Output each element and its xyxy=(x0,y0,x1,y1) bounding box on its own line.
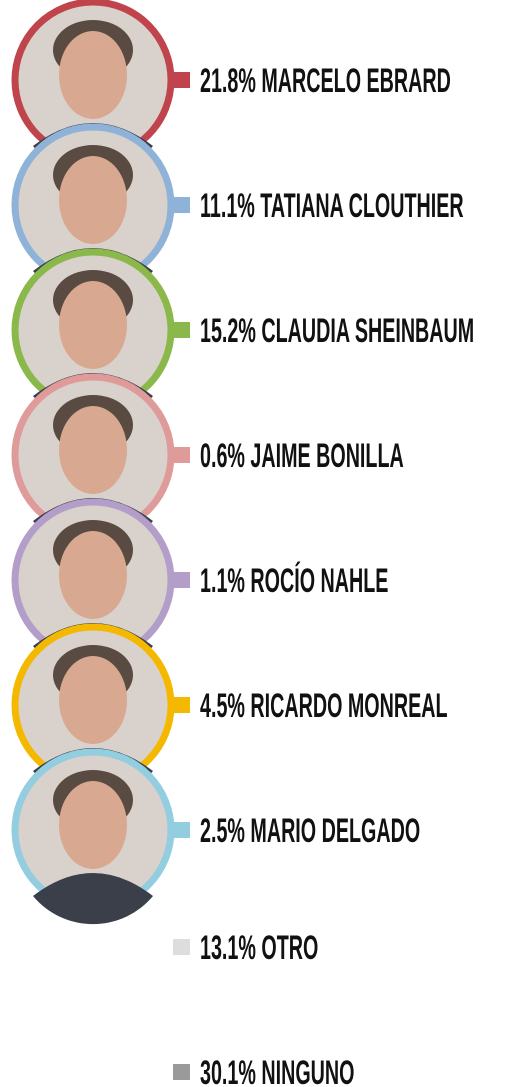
portrait xyxy=(11,123,175,300)
connector xyxy=(172,72,190,88)
label-text: 21.8% MARCELO EBRARD xyxy=(200,61,451,99)
connector xyxy=(172,697,190,713)
label-text: 13.1% OTRO xyxy=(200,928,318,966)
candidate-name: OTRO xyxy=(256,928,318,966)
connector xyxy=(172,447,190,463)
percent: 15.2% xyxy=(200,311,256,349)
connector xyxy=(172,197,190,213)
photo-face xyxy=(59,656,127,744)
swatch xyxy=(173,1064,190,1080)
candidate-name: CLAUDIA SHEINBAUM xyxy=(256,311,474,349)
candidate-name: MARCELO EBRARD xyxy=(256,61,451,99)
label-text: 4.5% RICARDO MONREAL xyxy=(200,686,448,724)
label: 4.5% RICARDO MONREAL xyxy=(200,686,448,724)
photo-face xyxy=(59,156,127,244)
percent: 11.1% xyxy=(200,186,255,224)
candidate-name: MARIO DELGADO xyxy=(245,811,420,849)
percent: 1.1% xyxy=(200,561,245,599)
percent: 13.1% xyxy=(200,928,256,966)
connector xyxy=(172,822,190,838)
percent: 4.5% xyxy=(200,686,245,724)
photo-face xyxy=(59,781,127,869)
label: 1.1% ROCÍO NAHLE xyxy=(200,561,388,599)
candidate-name: RICARDO MONREAL xyxy=(245,686,448,724)
label-text: 15.2% CLAUDIA SHEINBAUM xyxy=(200,311,474,349)
candidate-name: NINGUNO xyxy=(256,1053,355,1087)
label-text: 30.1% NINGUNO xyxy=(200,1053,354,1087)
label: 15.2% CLAUDIA SHEINBAUM xyxy=(200,311,474,349)
label-text: 1.1% ROCÍO NAHLE xyxy=(200,561,388,599)
percent: 0.6% xyxy=(200,436,245,474)
percent: 2.5% xyxy=(200,811,245,849)
label-text: 2.5% MARIO DELGADO xyxy=(200,811,420,849)
label: 21.8% MARCELO EBRARD xyxy=(200,61,451,99)
swatch xyxy=(173,939,190,955)
label-text: 0.6% JAIME BONILLA xyxy=(200,436,404,474)
label: 13.1% OTRO xyxy=(200,928,318,966)
photo-face xyxy=(59,406,127,494)
candidate-name: JAIME BONILLA xyxy=(245,436,404,474)
candidate-name: ROCÍO NAHLE xyxy=(245,561,388,599)
connector xyxy=(172,572,190,588)
candidate-name: TATIANA CLOUTHIER xyxy=(255,186,464,224)
label: 2.5% MARIO DELGADO xyxy=(200,811,420,849)
connector xyxy=(172,322,190,338)
photo-face xyxy=(59,531,127,619)
percent: 21.8% xyxy=(200,61,256,99)
label: 0.6% JAIME BONILLA xyxy=(200,436,404,474)
photo-face xyxy=(59,281,127,369)
label: 11.1% TATIANA CLOUTHIER xyxy=(200,186,464,224)
label-text: 11.1% TATIANA CLOUTHIER xyxy=(200,186,464,224)
photo-face xyxy=(59,31,127,119)
portrait xyxy=(11,0,175,175)
photo-body xyxy=(33,873,153,925)
label: 30.1% NINGUNO xyxy=(200,1053,354,1087)
percent: 30.1% xyxy=(200,1053,256,1087)
portrait xyxy=(11,748,175,925)
